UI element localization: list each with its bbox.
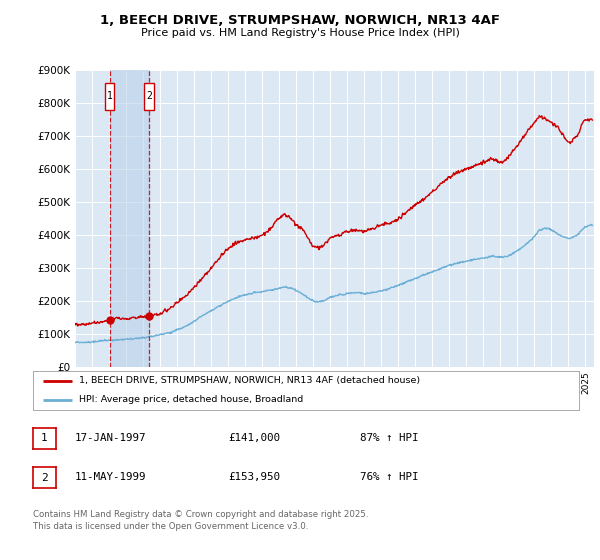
Text: 17-JAN-1997: 17-JAN-1997: [75, 433, 146, 443]
Text: 87% ↑ HPI: 87% ↑ HPI: [360, 433, 419, 443]
Text: £153,950: £153,950: [228, 472, 280, 482]
Text: 1: 1: [41, 433, 48, 444]
FancyBboxPatch shape: [105, 83, 115, 110]
Bar: [110, 70, 149, 367]
Text: 1: 1: [107, 91, 113, 101]
Text: 1, BEECH DRIVE, STRUMPSHAW, NORWICH, NR13 4AF: 1, BEECH DRIVE, STRUMPSHAW, NORWICH, NR1…: [100, 14, 500, 27]
Text: 2: 2: [146, 91, 152, 101]
Text: 76% ↑ HPI: 76% ↑ HPI: [360, 472, 419, 482]
FancyBboxPatch shape: [145, 83, 154, 110]
Text: £141,000: £141,000: [228, 433, 280, 443]
Text: 2: 2: [41, 473, 48, 483]
Text: 11-MAY-1999: 11-MAY-1999: [75, 472, 146, 482]
Text: 1, BEECH DRIVE, STRUMPSHAW, NORWICH, NR13 4AF (detached house): 1, BEECH DRIVE, STRUMPSHAW, NORWICH, NR1…: [79, 376, 421, 385]
Text: HPI: Average price, detached house, Broadland: HPI: Average price, detached house, Broa…: [79, 395, 304, 404]
Text: Price paid vs. HM Land Registry's House Price Index (HPI): Price paid vs. HM Land Registry's House …: [140, 28, 460, 38]
Text: Contains HM Land Registry data © Crown copyright and database right 2025.
This d: Contains HM Land Registry data © Crown c…: [33, 510, 368, 531]
